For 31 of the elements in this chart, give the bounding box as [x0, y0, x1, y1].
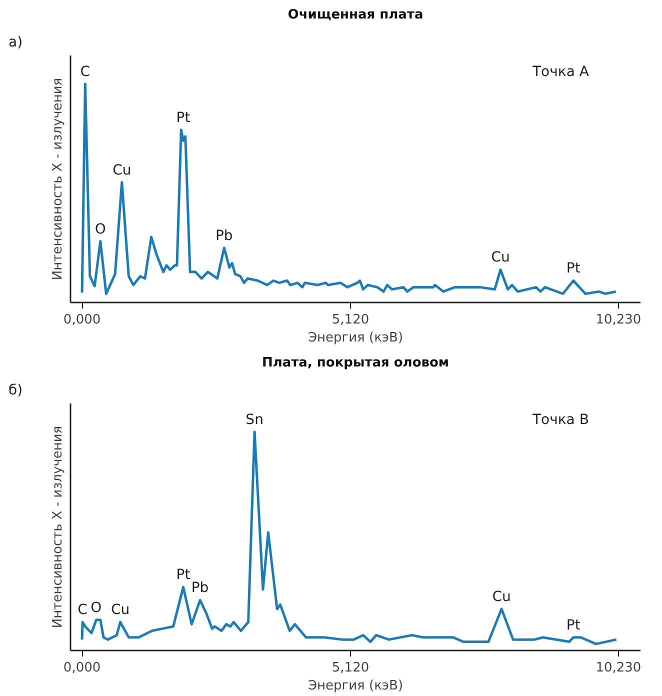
annotation: Pt [176, 110, 191, 126]
x-tick-label: 5,120 [332, 312, 370, 328]
text: а) [8, 34, 23, 50]
annotation: O [94, 221, 106, 238]
x-tick-label: 0,000 [63, 312, 101, 328]
x-axis-title: Энергия (кэВ) [308, 678, 404, 694]
annotation: Cu [110, 602, 130, 618]
x-tick-label: 10,230 [596, 660, 642, 676]
chart-title: Плата, покрытая оловом [262, 356, 450, 370]
annotation: Cu [492, 588, 511, 605]
annotation: O [90, 600, 102, 616]
x-axis-title: Энергия (кэВ) [308, 330, 404, 346]
chart-title: Очищенная плата [288, 8, 424, 22]
text: Точка B [531, 412, 589, 428]
annotation: C [78, 602, 88, 618]
annotation: Cu [112, 162, 132, 178]
y-axis-title: Интенсивность X - излучения [50, 78, 66, 280]
x-tick-label: 0,000 [63, 660, 101, 676]
annotation: Pt [176, 567, 191, 584]
text: Точка A [531, 64, 590, 80]
annotation: Cu [491, 250, 510, 266]
annotation: Sn [246, 412, 264, 428]
y-axis-title: Интенсивность X - излучения [50, 426, 66, 628]
x-tick-label: 10,230 [596, 312, 642, 328]
annotation: Pt [566, 260, 581, 277]
annotation: Pt [566, 617, 581, 634]
annotation: C [80, 64, 90, 80]
x-tick-label: 5,120 [332, 660, 370, 676]
annotation: Pb [215, 228, 233, 244]
annotation: Pb [191, 580, 209, 596]
text: б) [8, 382, 23, 398]
